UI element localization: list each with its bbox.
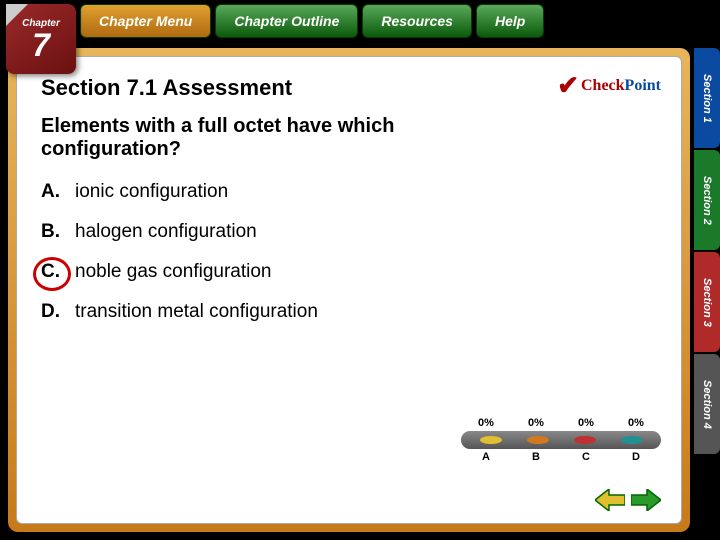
chapter-outline-label: Chapter Outline [234,13,339,29]
help-button[interactable]: Help [476,4,544,38]
answer-text: noble gas configuration [75,261,271,283]
page-fold-icon [6,4,28,26]
checkpoint-check-text: Check [581,77,625,95]
response-percent: 0% [578,417,594,429]
answer-option-c[interactable]: C.noble gas configuration [41,261,657,283]
resources-button[interactable]: Resources [362,4,472,38]
answer-option-a[interactable]: A.ionic configuration [41,181,657,203]
response-label: C [582,451,590,463]
next-arrow-button[interactable] [631,489,661,511]
response-dot-icon [527,436,549,444]
checkmark-icon: ✔ [557,71,579,101]
help-label: Help [495,13,525,29]
side-tab-section-3[interactable]: Section 3 [694,252,720,352]
answer-text: halogen configuration [75,221,257,243]
response-chart: 0% 0% 0% 0% A B C D [461,417,661,463]
response-label: D [632,451,640,463]
question-text: Elements with a full octet have which co… [41,115,521,161]
chapter-menu-label: Chapter Menu [99,13,192,29]
side-tab-section-1[interactable]: Section 1 [694,48,720,148]
chapter-menu-button[interactable]: Chapter Menu [80,4,211,38]
answer-option-b[interactable]: B.halogen configuration [41,221,657,243]
response-percent: 0% [478,417,494,429]
chapter-number: 7 [32,29,50,61]
response-label: B [532,451,540,463]
answer-letter: D. [41,301,75,323]
slide-content: Section 7.1 Assessment ✔ CheckPoint Elem… [16,56,682,524]
response-percent: 0% [528,417,544,429]
answer-option-d[interactable]: D.transition metal configuration [41,301,657,323]
chapter-badge: Chapter 7 [6,4,76,74]
side-tab-section-2[interactable]: Section 2 [694,150,720,250]
resources-label: Resources [381,13,453,29]
side-tab-section-4[interactable]: Section 4 [694,354,720,454]
response-dot-icon [574,436,596,444]
answer-text: transition metal configuration [75,301,318,323]
response-percent: 0% [628,417,644,429]
content-frame: Section 7.1 Assessment ✔ CheckPoint Elem… [8,48,690,532]
checkpoint-badge: ✔ CheckPoint [557,71,661,101]
answer-letter: A. [41,181,75,203]
response-dot-icon [621,436,643,444]
prev-arrow-button[interactable] [595,489,625,511]
answer-text: ionic configuration [75,181,228,203]
checkpoint-point-text: Point [625,77,661,95]
chapter-outline-button[interactable]: Chapter Outline [215,4,358,38]
answer-letter: C. [41,261,75,283]
answer-letter: B. [41,221,75,243]
response-dot-icon [480,436,502,444]
response-label: A [482,451,490,463]
